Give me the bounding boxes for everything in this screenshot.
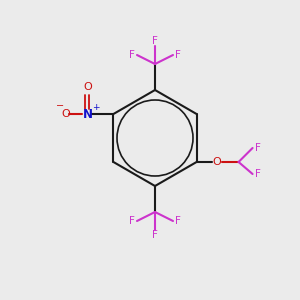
Text: F: F bbox=[129, 216, 135, 226]
Text: N: N bbox=[82, 107, 92, 121]
Text: F: F bbox=[255, 143, 260, 153]
Text: O: O bbox=[212, 157, 221, 167]
Text: F: F bbox=[152, 36, 158, 46]
Text: F: F bbox=[255, 169, 260, 179]
Text: +: + bbox=[92, 103, 99, 112]
Text: −: − bbox=[56, 101, 64, 111]
Text: O: O bbox=[83, 82, 92, 92]
Text: F: F bbox=[129, 50, 135, 60]
Text: F: F bbox=[175, 216, 181, 226]
Text: F: F bbox=[152, 230, 158, 240]
Text: O: O bbox=[61, 109, 70, 119]
Text: F: F bbox=[175, 50, 181, 60]
